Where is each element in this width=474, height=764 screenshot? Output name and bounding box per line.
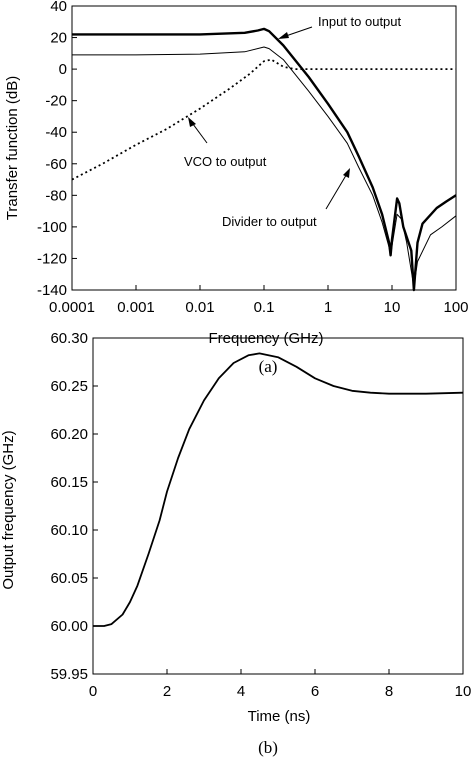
x-tick-label: 1	[324, 299, 332, 316]
x-tick-label: 10	[455, 683, 472, 700]
y-tick-label: 60.15	[50, 474, 88, 491]
y-tick-label: -120	[37, 250, 67, 267]
y-tick-label: -40	[45, 124, 67, 141]
x-tick-label: 0.001	[117, 299, 155, 316]
y-tick-label: 40	[50, 0, 67, 15]
annotation-input-to-output: Input to output	[318, 14, 402, 29]
y-axis-title-b: Output frequency (GHz)	[0, 430, 17, 589]
x-tick-label: 100	[443, 299, 468, 316]
y-tick-label: 59.95	[50, 666, 88, 683]
x-tick-label: 0.0001	[49, 299, 95, 316]
series-group-b	[93, 352, 464, 627]
y-tick-label: 60.30	[50, 330, 88, 347]
series-line-divider-to-output	[72, 46, 457, 288]
x-tick-label: 4	[237, 683, 245, 700]
arrow-input-to-output	[278, 26, 313, 39]
y-tick-label: -60	[45, 156, 67, 173]
y-tick-label: 60.00	[50, 618, 88, 635]
panel-label-b: (b)	[258, 738, 278, 757]
y-tick-label: -20	[45, 93, 67, 110]
panel-label-a: (a)	[259, 357, 278, 376]
y-ticks-b: 60.30 60.25 60.20 60.15 60.10 60.05 60.00 59.95	[50, 330, 98, 683]
y-tick-label: 60.25	[50, 378, 88, 395]
x-tick-label: 6	[311, 683, 319, 700]
y-tick-label: -100	[37, 219, 67, 236]
y-ticks-a: 40 20 0 -20 -40 -60 -80 -100 -120 -140	[37, 0, 77, 299]
x-tick-label: 0.01	[185, 299, 214, 316]
y-axis-title-a: Transfer function (dB)	[4, 76, 21, 221]
x-tick-label: 0	[89, 683, 97, 700]
series-line-output-frequency-0	[93, 352, 464, 627]
x-tick-label: 0.1	[254, 299, 275, 316]
arrow-divider-to-output	[325, 168, 350, 210]
series-group-a	[71, 27, 457, 292]
x-ticks-b: 0 2 4 6 8 10	[89, 669, 472, 700]
arrow-vco-to-output	[188, 117, 208, 144]
y-tick-label: -80	[45, 187, 67, 204]
y-tick-label: -140	[37, 282, 67, 299]
annotation-divider-to-output: Divider to output	[222, 214, 317, 229]
y-tick-label: 60.10	[50, 522, 88, 539]
chart-b: 60.30 60.25 60.20 60.15 60.10 60.05 60.00 59.95…	[0, 330, 471, 757]
y-tick-label: 0	[59, 61, 67, 78]
y-tick-label: 60.05	[50, 570, 88, 587]
annotation-vco-to-output: VCO to output	[184, 154, 267, 169]
x-ticks-a: 0.0001 0.001 0.01 0.1 1 10 100	[49, 285, 469, 316]
series-line-vco-to-output	[71, 58, 456, 181]
y-tick-label: 20	[50, 30, 67, 47]
x-axis-title-b: Time (ns)	[248, 708, 311, 725]
plot-frame-b	[92, 337, 464, 675]
series-line-input-to-output	[72, 27, 457, 292]
x-tick-label: 2	[163, 683, 171, 700]
x-tick-label: 8	[385, 683, 393, 700]
x-tick-label: 10	[384, 299, 401, 316]
y-tick-label: 60.20	[50, 426, 88, 443]
